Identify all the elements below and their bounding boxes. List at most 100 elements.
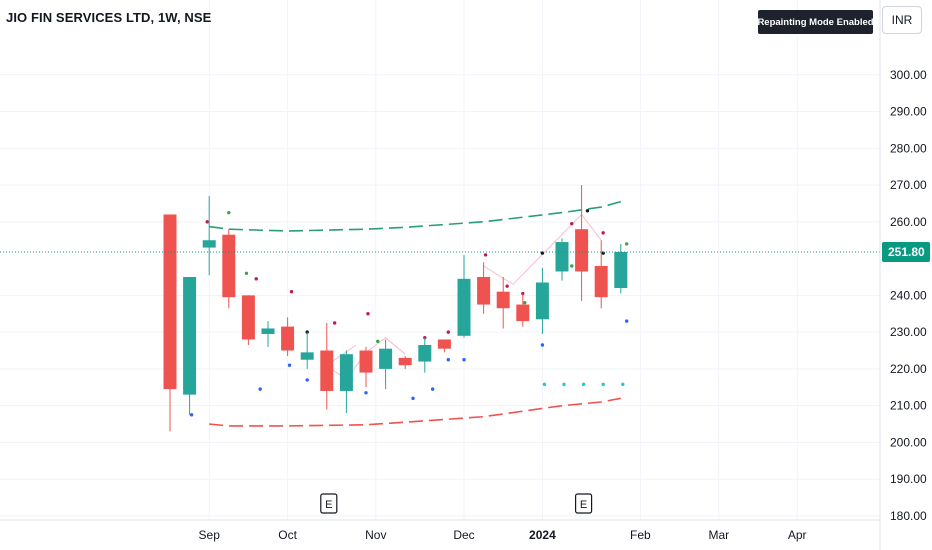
- candle-body: [163, 214, 177, 390]
- candle-body: [379, 348, 393, 369]
- candle[interactable]: [241, 295, 255, 346]
- signal-dot: [505, 284, 509, 288]
- signal-dot: [624, 242, 629, 246]
- earnings-marker[interactable]: E: [574, 493, 593, 514]
- support-dot: [621, 382, 625, 387]
- candle-body: [516, 304, 530, 322]
- candle[interactable]: [379, 339, 393, 390]
- candle[interactable]: [339, 350, 353, 414]
- time-tick-label: Mar: [708, 528, 729, 542]
- candle[interactable]: [183, 276, 197, 415]
- candle-body: [614, 251, 628, 289]
- last-price-tag: [882, 241, 930, 262]
- candle[interactable]: [594, 240, 608, 309]
- signal-dot: [305, 330, 309, 334]
- price-tick-label: 280.00: [890, 141, 927, 155]
- price-tick-label: 190.00: [890, 472, 927, 486]
- price-axis[interactable]: 300.00 290.00 280.00 270.00 260.00 240.00 230.…: [879, 0, 932, 550]
- candle-body: [555, 242, 569, 272]
- signal-dot: [258, 387, 262, 391]
- candle[interactable]: [222, 229, 236, 309]
- signal-dot: [570, 264, 574, 268]
- earnings-marker[interactable]: E: [320, 493, 338, 514]
- candle[interactable]: [398, 356, 412, 369]
- candle[interactable]: [261, 321, 275, 347]
- candle[interactable]: [555, 238, 569, 281]
- signal-dot: [364, 391, 368, 395]
- candle[interactable]: [535, 267, 549, 334]
- signal-dot: [446, 330, 451, 334]
- earnings-marker-label: E: [325, 499, 332, 511]
- signal-dot: [601, 251, 605, 255]
- candle[interactable]: [575, 185, 589, 301]
- candle-body: [398, 357, 412, 366]
- candle[interactable]: [320, 322, 334, 410]
- time-tick-label: Apr: [788, 528, 807, 542]
- candle[interactable]: [457, 254, 471, 338]
- price-tick-label: 180.00: [890, 509, 927, 523]
- price-axis-bg: [880, 0, 932, 550]
- envelope-bands: [209, 200, 622, 427]
- signal-dot: [205, 220, 209, 224]
- signal-dot: [624, 319, 629, 323]
- candle-body: [535, 282, 549, 320]
- price-tick-label: 210.00: [890, 399, 927, 413]
- candle[interactable]: [614, 243, 628, 294]
- earnings-marker-box: [320, 493, 338, 514]
- signal-dot: [462, 358, 466, 362]
- candle[interactable]: [516, 293, 530, 327]
- candle[interactable]: [418, 337, 432, 373]
- candle[interactable]: [202, 196, 216, 276]
- signal-dot: [244, 271, 249, 276]
- signal-dot: [376, 339, 380, 344]
- signal-dot: [366, 312, 370, 316]
- candle-body: [594, 265, 608, 298]
- price-tick-label: 290.00: [890, 105, 927, 119]
- candle-body: [575, 229, 589, 272]
- candle-body: [437, 339, 451, 349]
- time-tick-label: Feb: [630, 528, 651, 542]
- grid-lines: [0, 0, 880, 520]
- currency-button[interactable]: INR: [882, 6, 922, 34]
- signal-dot: [585, 209, 590, 213]
- price-tick-label: 230.00: [890, 325, 927, 339]
- signal-dot: [189, 413, 194, 417]
- price-tick-label: 240.00: [890, 288, 927, 302]
- candle-body: [183, 276, 197, 395]
- candle[interactable]: [300, 332, 314, 369]
- candles[interactable]: [163, 185, 628, 432]
- candle[interactable]: [496, 276, 510, 329]
- time-tick-label: Sep: [199, 528, 221, 542]
- signal-dot: [305, 378, 309, 382]
- candle[interactable]: [477, 262, 491, 314]
- time-axis[interactable]: Sep Oct Nov Dec 2024 Feb Mar Apr: [0, 519, 880, 542]
- candle[interactable]: [437, 339, 451, 353]
- time-tick-label: 2024: [529, 528, 556, 542]
- signal-dot: [411, 396, 415, 401]
- time-tick-label: Nov: [365, 528, 386, 542]
- signal-dot: [287, 363, 292, 367]
- earnings-marker-box: [574, 493, 593, 514]
- symbol-title[interactable]: JIO FIN SERVICES LTD, 1W, NSE: [6, 10, 212, 25]
- signal-dot: [446, 358, 451, 362]
- price-tick-label: 300.00: [890, 68, 927, 82]
- candle-body: [281, 326, 295, 351]
- support-dot: [562, 382, 566, 387]
- support-dot: [581, 382, 586, 387]
- earnings-marker-label: E: [580, 499, 587, 511]
- candle[interactable]: [281, 317, 295, 357]
- candle-body: [261, 328, 275, 334]
- signal-dot: [570, 221, 574, 226]
- candle[interactable]: [359, 346, 373, 388]
- lower-band-line: [209, 397, 621, 427]
- candle-body: [457, 278, 471, 336]
- candle[interactable]: [163, 214, 177, 432]
- support-dot: [601, 382, 605, 387]
- signal-dot: [254, 277, 258, 281]
- repainting-mode-badge: Repainting Mode Enabled: [757, 10, 874, 34]
- signal-dot: [227, 210, 231, 215]
- upper-band-line: [209, 200, 622, 232]
- candle-body: [496, 291, 510, 309]
